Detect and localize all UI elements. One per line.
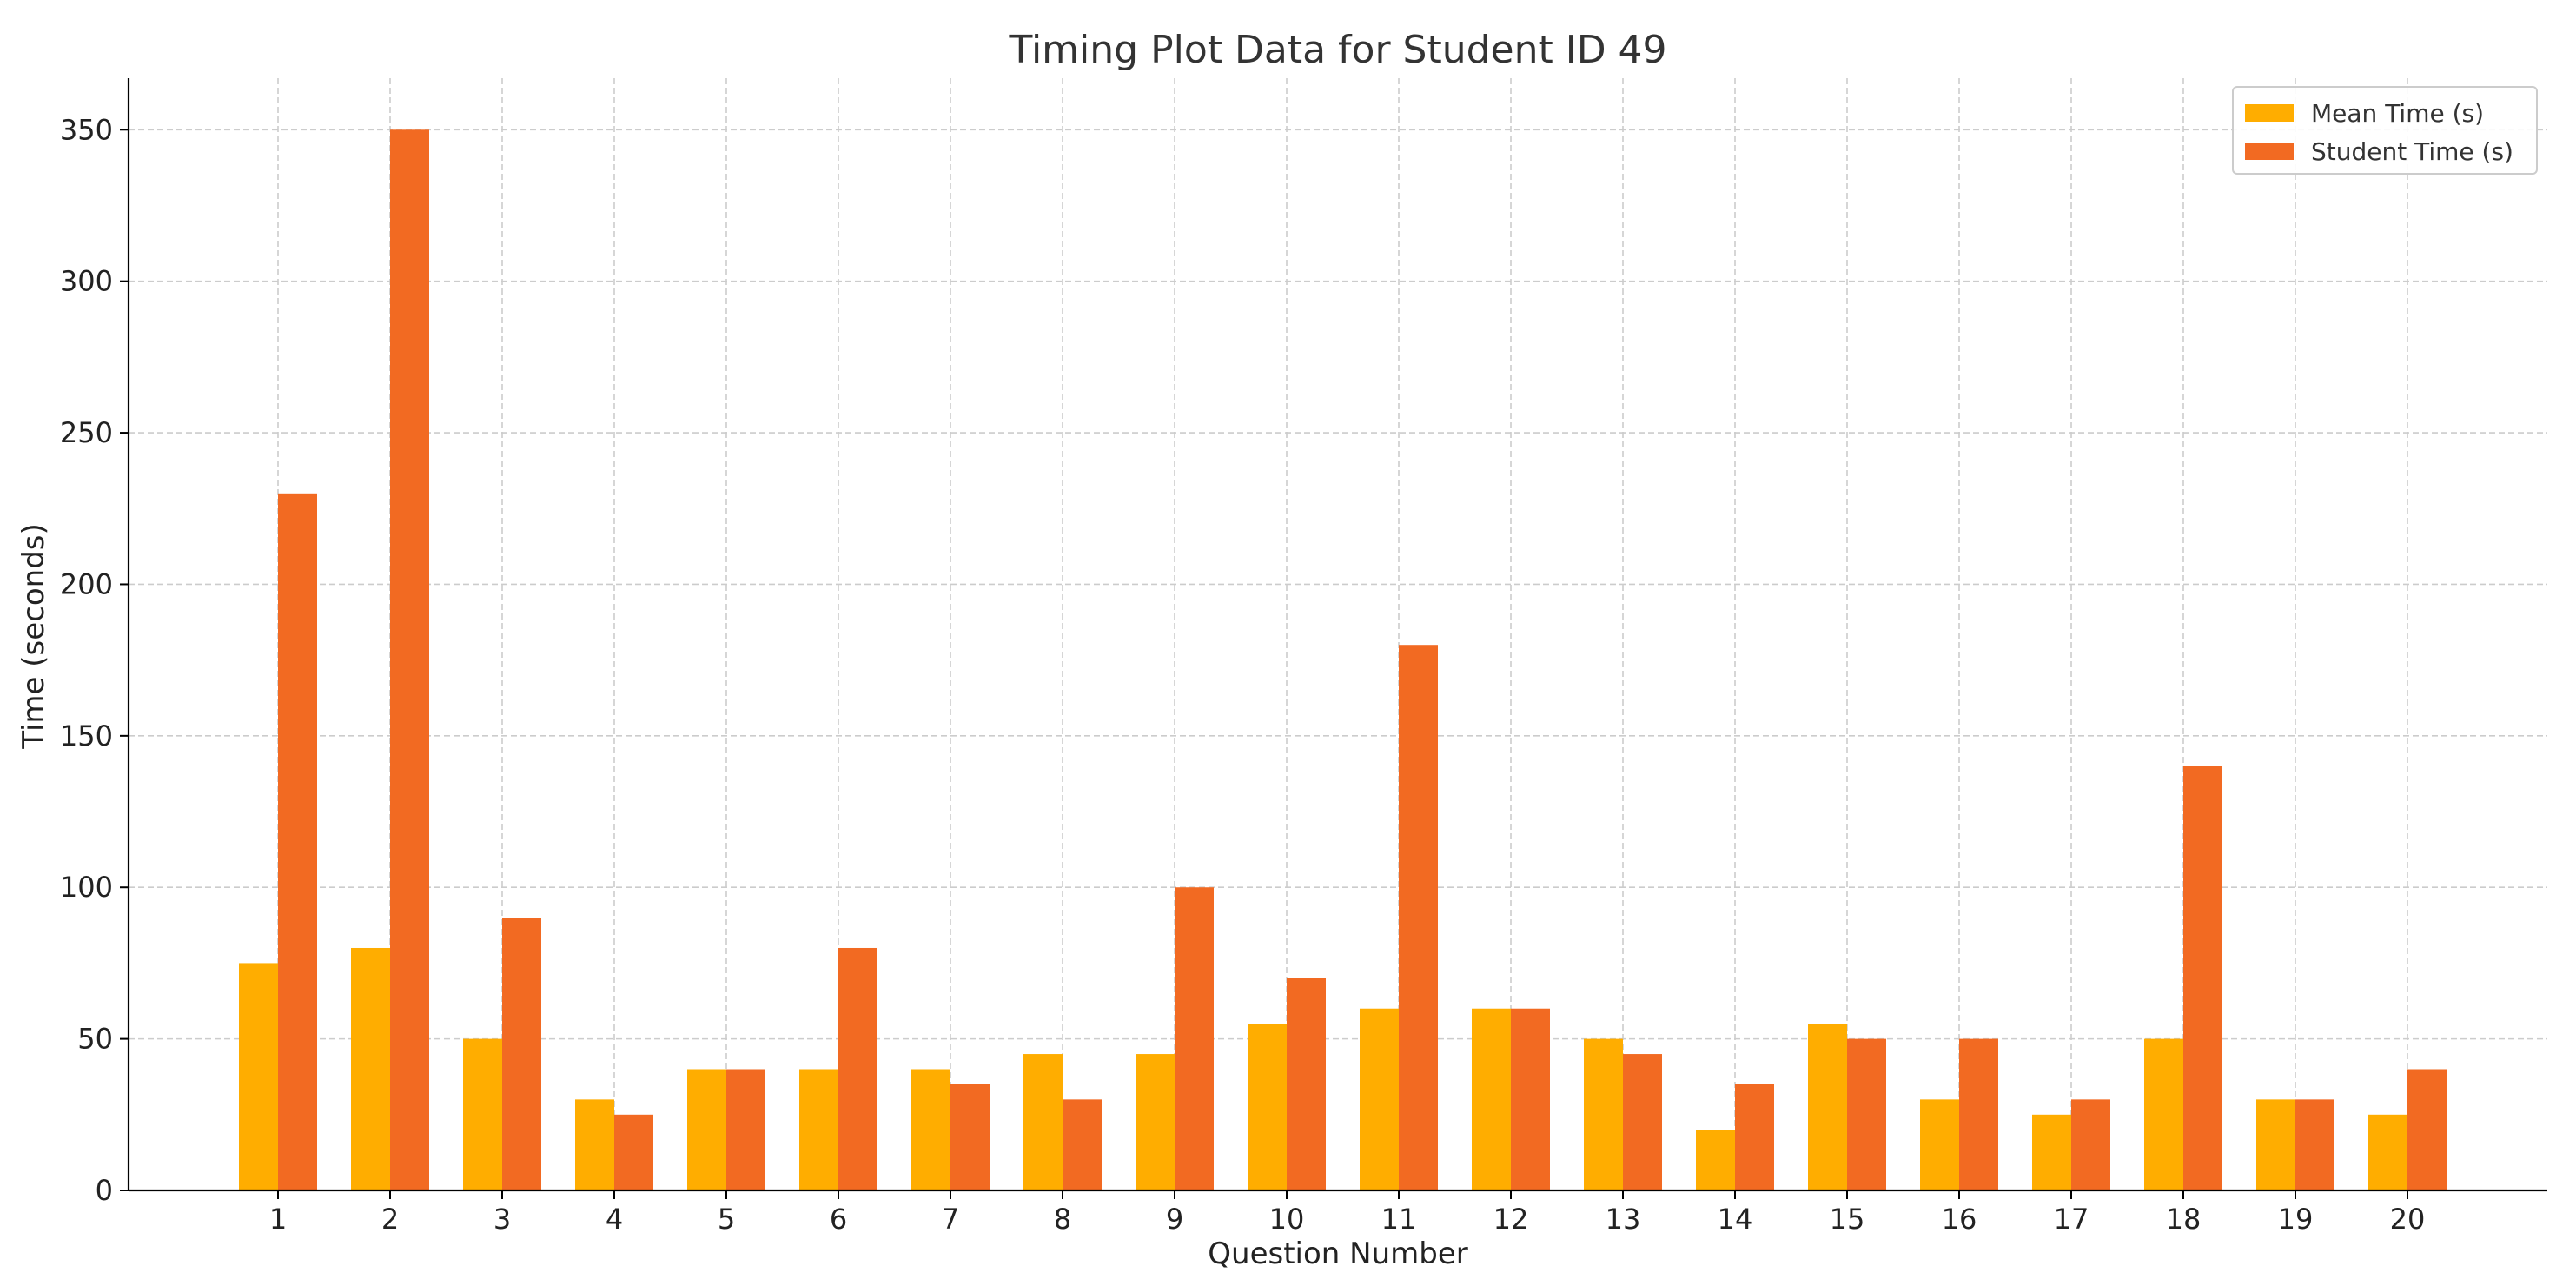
legend-label: Student Time (s) (2311, 137, 2513, 166)
bar-student-q12 (1511, 1008, 1550, 1190)
bar-student-q7 (950, 1084, 990, 1190)
x-tick-label: 2 (381, 1203, 399, 1236)
y-tick-label: 100 (60, 871, 113, 904)
legend: Mean Time (s) Student Time (s) (2232, 86, 2538, 175)
bar-mean-q9 (1136, 1054, 1175, 1190)
bar-student-q8 (1063, 1099, 1102, 1190)
bar-student-q15 (1847, 1038, 1886, 1190)
x-tick-label: 15 (1830, 1203, 1865, 1236)
y-tick-label: 250 (60, 416, 113, 449)
bar-student-q4 (614, 1114, 653, 1190)
x-tick-label: 5 (718, 1203, 735, 1236)
bar-mean-q4 (575, 1099, 614, 1190)
chart-title: Timing Plot Data for Student ID 49 (1008, 28, 1666, 72)
x-tick-label: 9 (1166, 1203, 1183, 1236)
legend-label: Mean Time (s) (2311, 99, 2484, 128)
bar-mean-q19 (2256, 1099, 2295, 1190)
x-tick-label: 12 (1493, 1203, 1529, 1236)
legend-swatch (2245, 143, 2294, 160)
bar-student-q6 (838, 947, 877, 1190)
bar-mean-q5 (687, 1069, 726, 1190)
x-tick-label: 19 (2278, 1203, 2314, 1236)
bar-mean-q17 (2032, 1114, 2071, 1190)
y-tick-label: 50 (77, 1023, 113, 1056)
bar-student-q16 (1959, 1038, 1998, 1190)
axes (127, 78, 2547, 1192)
bar-mean-q10 (1248, 1024, 1287, 1190)
x-tick-label: 7 (942, 1203, 959, 1236)
bar-student-q9 (1175, 887, 1214, 1190)
bar-mean-q13 (1584, 1038, 1623, 1190)
bar-mean-q18 (2144, 1038, 2183, 1190)
y-tick-label: 150 (60, 719, 113, 752)
bar-student-q17 (2071, 1099, 2110, 1190)
y-axis-label: Time (seconds) (17, 523, 51, 750)
bar-student-q14 (1735, 1084, 1774, 1190)
x-tick-label: 14 (1718, 1203, 1753, 1236)
bar-mean-q11 (1360, 1008, 1399, 1190)
bar-mean-q16 (1920, 1099, 1959, 1190)
bar-student-q20 (2407, 1069, 2447, 1190)
bar-student-q13 (1623, 1054, 1662, 1190)
bar-student-q3 (502, 918, 541, 1190)
x-tick-label: 18 (2166, 1203, 2202, 1236)
bar-student-q19 (2295, 1099, 2334, 1190)
y-tick-label: 300 (60, 265, 113, 298)
bar-student-q5 (726, 1069, 765, 1190)
bar-student-q11 (1399, 645, 1438, 1190)
legend-swatch (2245, 104, 2294, 122)
x-tick-label: 1 (269, 1203, 287, 1236)
bar-student-q18 (2183, 766, 2222, 1190)
bars (239, 129, 2447, 1191)
bar-student-q2 (390, 129, 429, 1191)
bar-mean-q12 (1472, 1008, 1511, 1190)
x-tick-label: 4 (606, 1203, 623, 1236)
x-tick-label: 3 (493, 1203, 511, 1236)
x-tick-label: 10 (1269, 1203, 1305, 1236)
bar-student-q1 (278, 493, 317, 1190)
y-tick-label: 200 (60, 567, 113, 600)
x-tick-label: 17 (2054, 1203, 2089, 1236)
bar-mean-q6 (799, 1069, 838, 1190)
x-tick-label: 8 (1054, 1203, 1071, 1236)
x-tick-label: 13 (1606, 1203, 1641, 1236)
x-tick-label: 6 (830, 1203, 847, 1236)
bar-mean-q2 (351, 947, 390, 1190)
bar-mean-q15 (1808, 1024, 1847, 1190)
y-tick-label: 350 (60, 113, 113, 146)
legend-box (2232, 86, 2538, 175)
bar-mean-q7 (911, 1069, 950, 1190)
bar-mean-q20 (2368, 1114, 2407, 1190)
x-tick-label: 16 (1942, 1203, 1977, 1236)
x-tick-label: 20 (2390, 1203, 2426, 1236)
bar-mean-q3 (463, 1038, 502, 1190)
x-axis-label: Question Number (1208, 1236, 1467, 1271)
bar-student-q10 (1287, 978, 1326, 1190)
bar-mean-q8 (1023, 1054, 1063, 1190)
y-tick-label: 0 (96, 1174, 113, 1207)
bar-mean-q1 (239, 963, 278, 1190)
bar-mean-q14 (1696, 1130, 1735, 1190)
x-tick-label: 11 (1381, 1203, 1417, 1236)
